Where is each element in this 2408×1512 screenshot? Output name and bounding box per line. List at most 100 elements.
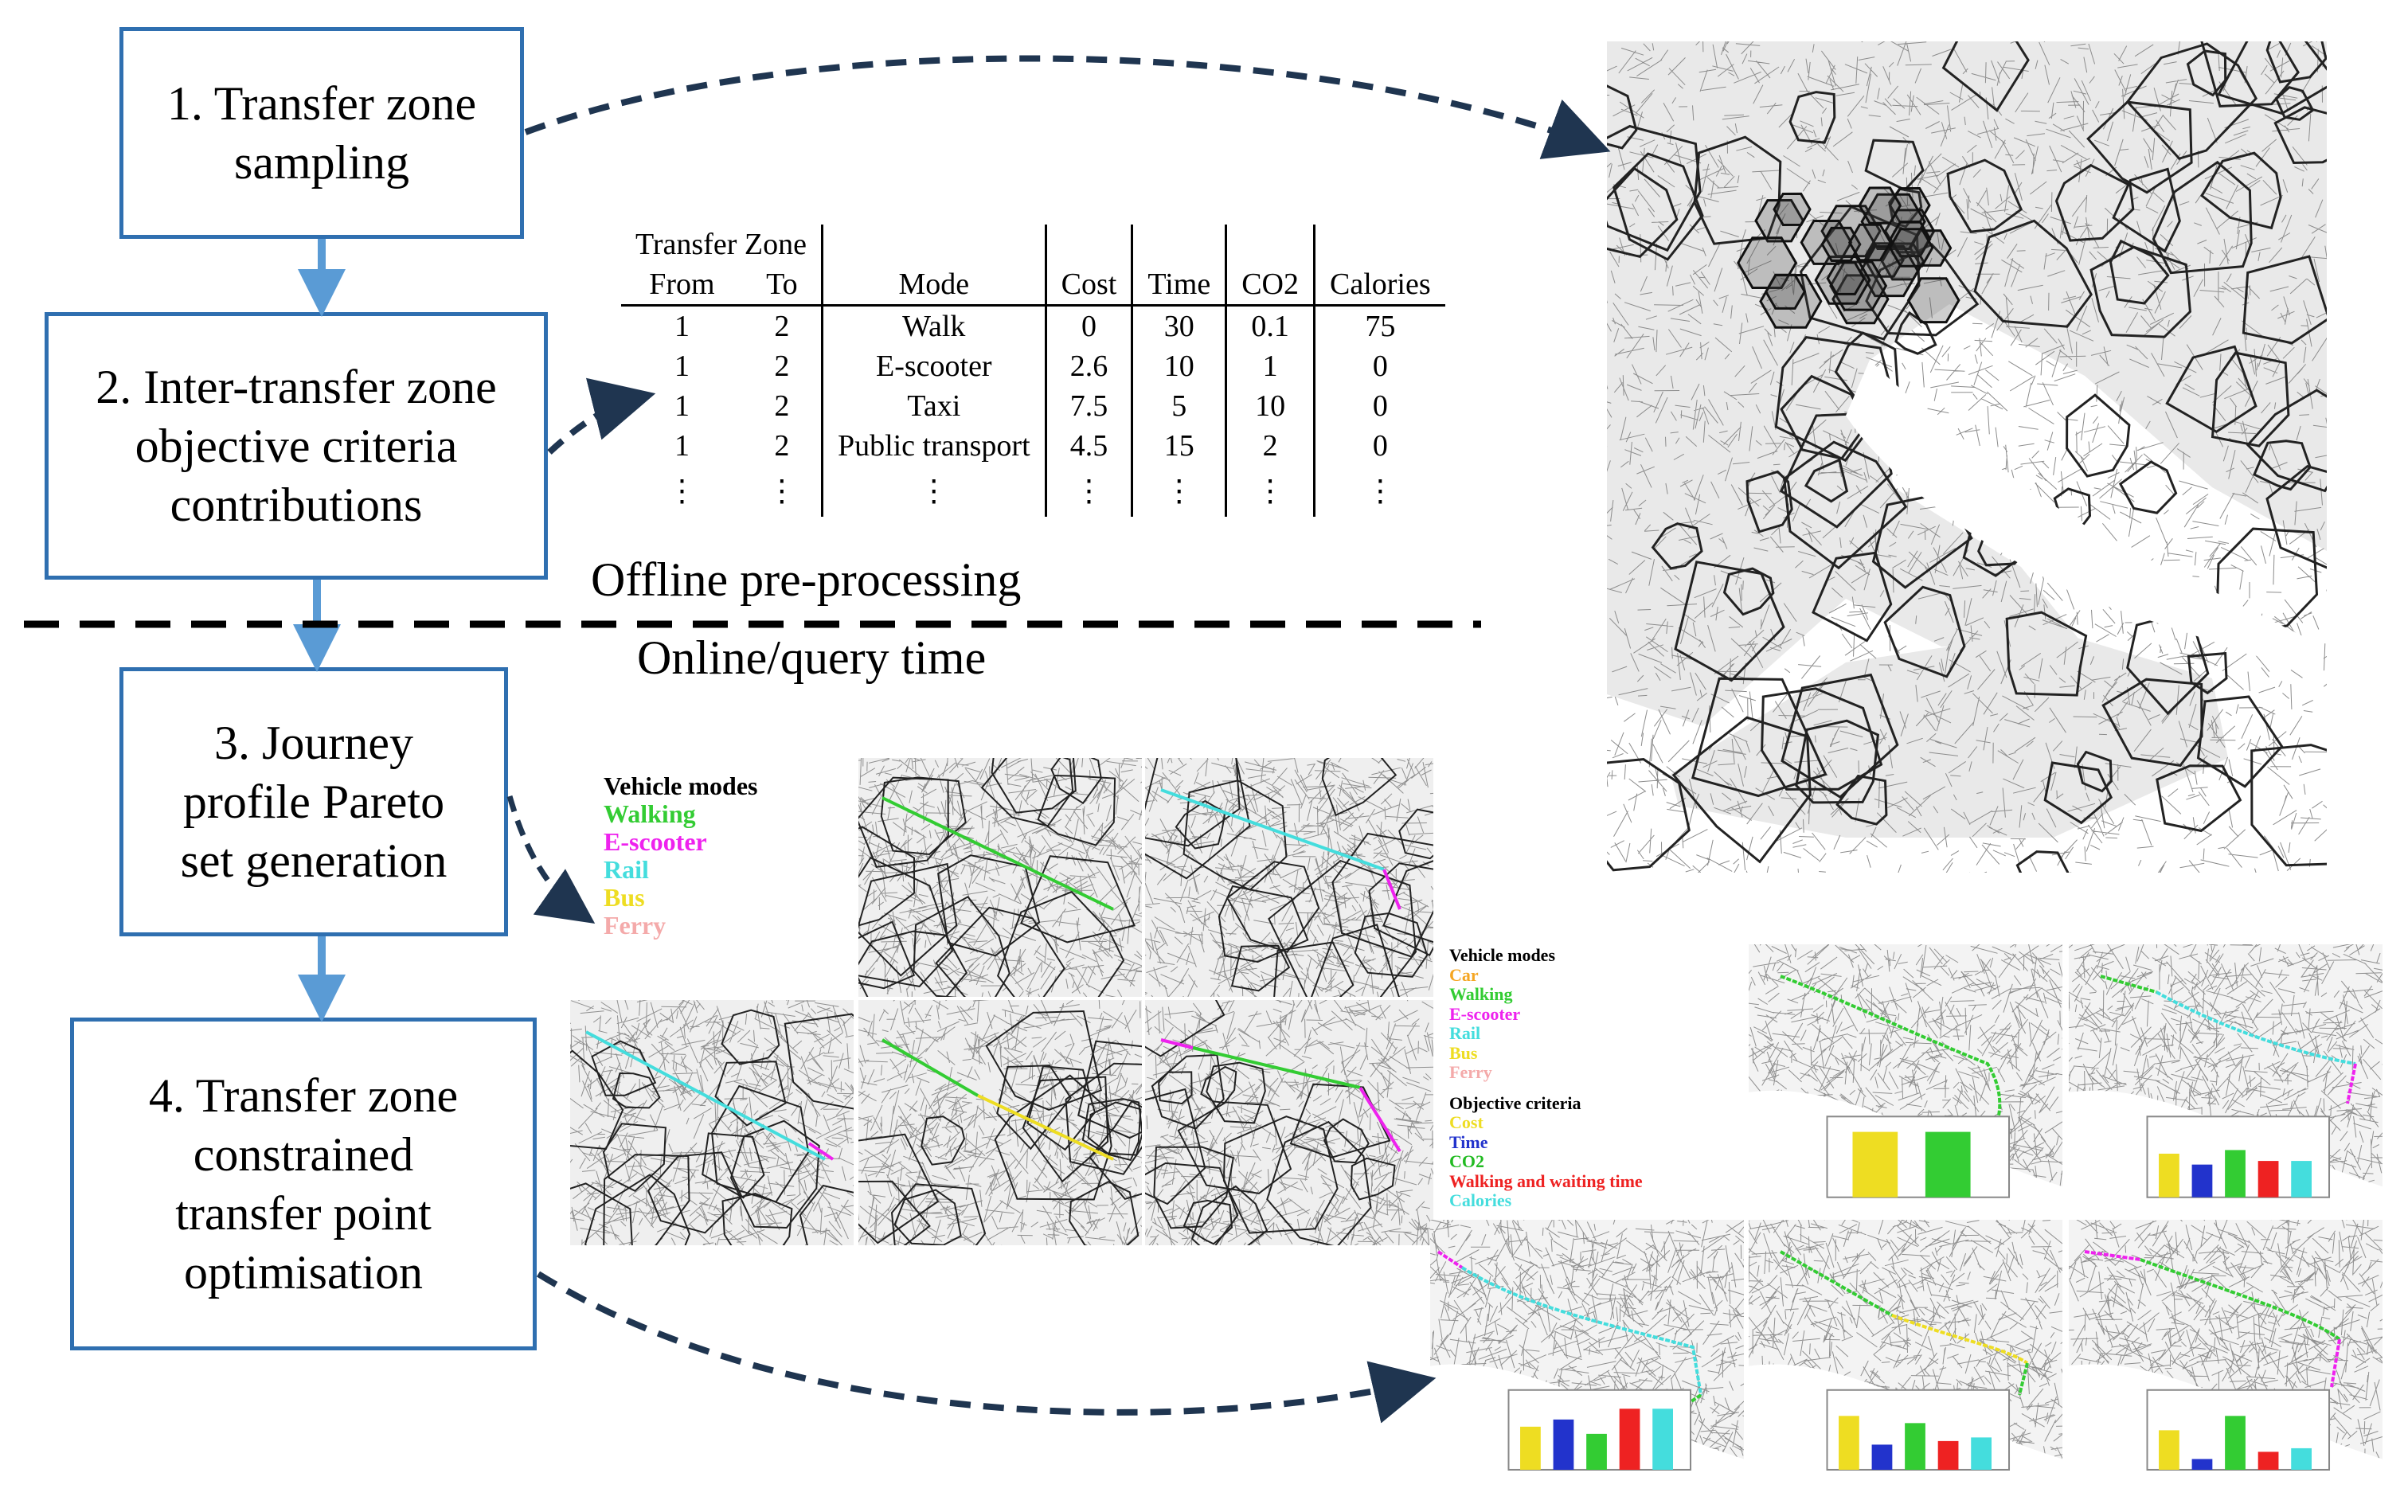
legend-item: Ferry [604,911,666,940]
table-row: 1 2 Taxi 7.5 5 10 0 [621,386,1445,426]
route-line [2018,1362,2029,1396]
route-line [2156,990,2356,1065]
route-line [1160,1038,1194,1049]
transfer-zone-cell [1026,1065,1096,1151]
table-header: Cost [1044,264,1132,307]
transfer-zone-cell [570,1182,633,1245]
river [1846,360,2324,678]
step-4-line-1: 4. Transfer zone [148,1069,459,1122]
transfer-zone-cell [1354,912,1429,978]
transfer-zone-cell [2043,761,2113,825]
transfer-zone-cell [1158,1071,1193,1105]
table-cell: ⋮ [666,475,698,508]
table-header: Time [1131,264,1226,307]
table-cell: 0 [1312,386,1445,426]
road-network [1145,1000,1433,1245]
transfer-zone-cell [2005,611,2088,697]
transfer-zone-cell [584,1174,691,1245]
transfer-zone-cell [1069,1181,1140,1245]
step3-map-5 [1145,1000,1433,1245]
transfer-zone-cell [2274,86,2315,121]
criteria-bar [2159,1153,2179,1197]
legend-item: Cost [1449,1112,1484,1132]
step-3-line-1: 3. Journey [214,717,413,769]
transfer-zone-cell [2165,345,2258,434]
transfer-zone-cell [1865,243,1980,337]
legend-item: Bus [1449,1042,1478,1063]
route-line [1382,869,1401,910]
transfer-zone-cell [729,1119,820,1229]
legend-title: Vehicle modes [604,772,758,800]
transfer-zone-cell [1323,1118,1370,1164]
transfer-zone-cell [2246,389,2327,493]
transfer-zone-cell [602,1123,666,1193]
table-cell: 30 [1131,305,1226,346]
transfer-zone-cell [799,1184,854,1245]
transfer-zone-cell [1145,758,1241,847]
transfer-zone-cell [913,896,1010,997]
transfer-zone-cell [1222,1115,1339,1234]
route-line [1160,788,1385,871]
transfer-zone-cell [2015,850,2070,873]
transfer-zone-cell [1089,1100,1142,1201]
legend-item: Walking and waiting time [1449,1170,1643,1191]
transfer-zone-cell [1145,1000,1226,1057]
transfer-zone-cell [2196,695,2284,788]
route-line [977,1094,1114,1161]
criteria-bar [2291,1161,2312,1197]
criteria-bar [2258,1451,2279,1470]
step-4-line-2: constrained [193,1128,414,1181]
route-line [585,1030,826,1161]
table-group-header: Transfer Zone [635,228,807,261]
table-header: Mode [820,264,1046,307]
table-header: To [742,264,823,307]
transfer-zone-cell [2273,106,2327,165]
table-cell: 0 [1044,305,1132,346]
dense-zone-cell [1906,277,1960,324]
step3-map-1 [858,758,1142,997]
transfer-zone-cell [1081,1098,1142,1156]
route-line [807,1142,835,1161]
table-cell: ⋮ [820,466,1046,517]
transfer-zone-cell [1182,779,1288,891]
transfer-zone-cell [1671,716,1812,864]
criteria-bar [1852,1131,1898,1197]
transfer-zone-map [1607,41,2327,873]
criteria-bar [1553,1419,1574,1470]
step-2-line-3: contributions [170,479,423,531]
transfer-zone-cell [1050,758,1102,805]
transfer-zone-cell [2066,393,2131,478]
table-header: Calories [1312,264,1445,307]
transfer-zone-cell [1368,862,1433,956]
transfer-zone-cell [647,1151,743,1234]
transfer-zone-cell [858,1180,931,1245]
transfer-zone-cell [991,758,1077,814]
transfer-zone-cell [570,1049,624,1151]
step-3-box: 3. Journey profile Pareto set generation [119,667,508,936]
transfer-zone-cell [2187,651,2228,695]
criteria-bar [2258,1161,2279,1197]
dense-zone-cell [1847,223,1892,262]
transfer-zone-cell [2089,245,2191,338]
transfer-zone-cell [1019,855,1136,944]
transfer-zone-cell [2250,744,2327,867]
table-cell: 1 [674,389,690,423]
table-cell: ⋮ [1225,466,1315,517]
step4-map-3 [1430,1220,1744,1486]
dense-zone-cell [1826,261,1866,295]
transfer-zone-cell [1607,166,1679,259]
step3-map-4 [858,1000,1142,1245]
table-cell: 2.6 [1044,346,1132,386]
dense-zone-cell [1820,226,1862,262]
legend-item: Calories [1449,1190,1512,1210]
transfer-zone-cell [1273,941,1354,997]
transfer-zone-cell [1722,567,1775,616]
table-row: ⋮ ⋮ ⋮ ⋮ ⋮ ⋮ ⋮ [621,466,1445,517]
transfer-zone-cell [1087,1101,1142,1162]
criteria-bar [1619,1408,1640,1470]
transfer-zone-cell [2054,163,2135,242]
route-line [2330,1338,2341,1388]
route-line [881,1038,979,1097]
arrow-to-step3-maps [506,795,596,924]
transfer-zone-cell [935,906,1065,997]
